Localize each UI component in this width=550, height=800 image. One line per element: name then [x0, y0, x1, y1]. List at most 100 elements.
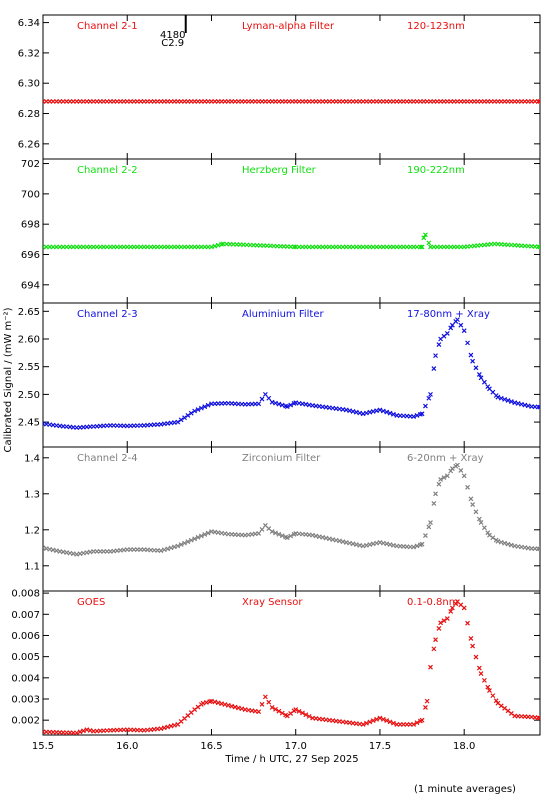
data-point [377, 539, 383, 545]
y-tick-label: 700 [21, 189, 40, 200]
data-point [195, 534, 201, 540]
data-point [476, 516, 482, 522]
data-point [273, 530, 278, 536]
y-tick-label: 1.4 [24, 453, 40, 464]
data-point [256, 530, 262, 536]
data-point [461, 605, 467, 611]
data-point [461, 328, 467, 334]
data-point [178, 542, 184, 547]
data-point [433, 491, 438, 497]
data-point [537, 546, 540, 552]
y-tick-label: 0.005 [11, 652, 40, 663]
data-point [202, 532, 208, 537]
data-point [458, 322, 464, 328]
data-point [256, 401, 262, 407]
x-axis-label: Time / h UTC, 27 Sep 2025 [224, 754, 358, 765]
panel-1: 6.26 6.28 6.30 6.32 6.34 Channel 2-1 Lyman-alp… [18, 14, 541, 160]
data-point [364, 410, 369, 416]
data-point [498, 395, 504, 401]
data-point [310, 532, 315, 538]
panel-frame [42, 158, 541, 304]
data-point [364, 720, 369, 726]
data-point [353, 542, 359, 547]
data-point [426, 524, 432, 530]
data-point [455, 462, 460, 468]
y-tick-label: 6.26 [18, 139, 40, 150]
data-point [326, 536, 332, 542]
data-point [428, 391, 433, 397]
data-point [266, 699, 272, 705]
y-tick-label: 2.55 [18, 362, 40, 373]
data-point [537, 404, 540, 410]
footnote: (1 minute averages) [414, 784, 516, 795]
y-tick-label: 0.008 [11, 589, 40, 600]
data-point [476, 372, 482, 377]
data-point [185, 539, 191, 545]
data-point [502, 396, 508, 402]
data-point [209, 244, 214, 250]
data-point [367, 719, 373, 725]
y-tick-label: 6.34 [18, 18, 40, 29]
data-point [431, 646, 437, 652]
data-point [391, 411, 396, 417]
data-point [449, 605, 455, 611]
data-point [495, 538, 501, 544]
data-point [276, 708, 282, 714]
data-point [377, 407, 383, 413]
data-point [43, 545, 46, 551]
data-point [495, 394, 501, 400]
data-point [54, 548, 59, 554]
data-point [470, 358, 476, 364]
data-point [293, 707, 299, 713]
data-point [212, 243, 218, 249]
data-point [387, 410, 393, 416]
data-point [444, 616, 450, 621]
data-point [165, 724, 171, 730]
channel-label: Channel 2-1 [77, 21, 138, 32]
data-point [423, 232, 428, 238]
series-points [43, 462, 540, 557]
data-point [414, 413, 420, 418]
data-point [426, 240, 432, 246]
data-point [203, 699, 209, 705]
data-point [423, 403, 428, 409]
data-point [384, 409, 390, 415]
data-point [505, 398, 511, 403]
data-point [444, 473, 450, 479]
flare-marker-number: 4180 [160, 30, 185, 41]
data-point [424, 698, 430, 704]
data-point [200, 700, 206, 706]
flare-marker-class: C2.9 [161, 38, 184, 49]
band-label: 17-80nm + Xray [407, 309, 490, 320]
data-point [374, 716, 380, 722]
channel-label: Channel 2-2 [77, 165, 138, 176]
data-point [481, 677, 487, 683]
data-point [323, 535, 329, 541]
data-point [171, 722, 177, 728]
data-point [367, 542, 373, 547]
data-point [291, 244, 297, 250]
data-point [465, 484, 470, 490]
panel-2: 694 696 698 700 702 Channel 2-2 Herzberg Filte… [21, 158, 541, 304]
y-tick-label: 1.2 [24, 525, 40, 536]
data-point [198, 533, 204, 539]
data-point [273, 400, 278, 406]
y-tick-label: 2.65 [18, 307, 40, 318]
data-point [316, 534, 322, 540]
band-label: 120-123nm [407, 21, 465, 32]
y-tick-label: 702 [21, 159, 40, 170]
data-point [188, 537, 194, 543]
data-point [414, 543, 420, 549]
data-point [448, 609, 454, 614]
data-point [178, 417, 184, 423]
data-point [209, 698, 214, 704]
filter-label: Zirconium Filter [242, 453, 321, 464]
data-point [300, 710, 305, 716]
data-point [165, 546, 171, 552]
data-point [387, 542, 393, 547]
data-point [417, 244, 423, 250]
data-point [50, 547, 56, 553]
y-axis-label: Calibrated Signal / (mW m⁻²) [3, 307, 14, 452]
data-point [505, 541, 511, 547]
